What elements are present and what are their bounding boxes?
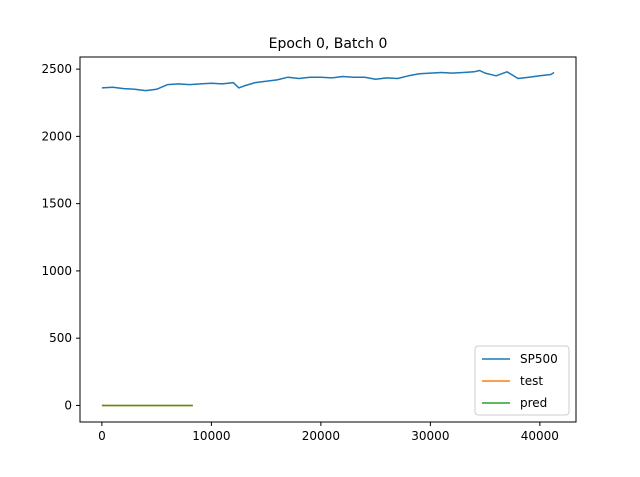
x-tick-label: 40000 [521,429,559,443]
legend-label-sp500: SP500 [520,352,558,366]
y-tick-label: 2500 [41,62,72,76]
chart-title: Epoch 0, Batch 0 [269,36,388,52]
plot-frame [79,56,577,423]
y-tick-label: 2000 [41,129,72,143]
x-tick-label: 0 [98,429,106,443]
y-tick-label: 1000 [41,264,72,278]
legend-box [474,345,570,416]
y-tick-label: 500 [49,331,72,345]
plot-lines [101,69,555,407]
x-axis: 0 10000 20000 30000 40000 [98,422,559,443]
y-tick-label: 0 [64,398,72,412]
y-tick-label: 1500 [41,197,72,211]
legend-label-test: test [520,374,543,388]
legend: SP500 test pred [474,345,570,416]
x-tick-label: 10000 [192,429,230,443]
legend-label-pred: pred [520,396,547,410]
series-line-sp500 [101,69,555,92]
x-tick-label: 20000 [302,429,340,443]
x-tick-label: 30000 [411,429,449,443]
y-axis: 0 500 1000 1500 2000 2500 [41,62,80,412]
